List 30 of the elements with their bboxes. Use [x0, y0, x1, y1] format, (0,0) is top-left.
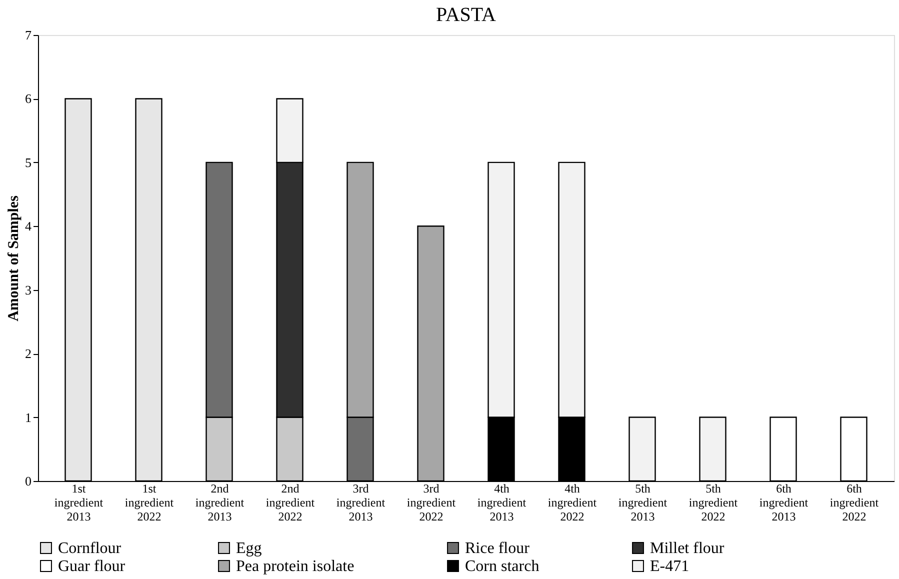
x-tick-label: 1st ingredient 2022 — [124, 482, 174, 524]
x-tick-label: 4th ingredient 2022 — [548, 482, 598, 524]
y-tick-label: 2 — [25, 346, 32, 362]
y-axis-title: Amount of Samples — [6, 195, 22, 322]
x-tick-label: 3rd ingredient 2013 — [336, 482, 386, 524]
y-tick-label: 5 — [25, 154, 32, 170]
x-tick-label: 1st ingredient 2013 — [54, 482, 104, 524]
y-tick-label: 4 — [25, 218, 32, 234]
x-tick-label: 6th ingredient 2013 — [759, 482, 809, 524]
y-tick-label: 7 — [25, 28, 32, 42]
legend-label: Millet flour — [650, 540, 725, 557]
y-tick-label: 0 — [25, 474, 32, 488]
x-tick-label: 3rd ingredient 2022 — [406, 482, 456, 524]
legend-label: Pea protein isolate — [236, 558, 354, 575]
chart-title: PASTA — [436, 4, 497, 26]
legend-label: E-471 — [650, 558, 690, 575]
legend-label: Guar flour — [58, 558, 126, 575]
y-tick-label: 3 — [25, 282, 32, 298]
x-tick-label: 6th ingredient 2022 — [830, 482, 880, 524]
legend-label: Cornflour — [58, 540, 122, 557]
legend-label: Rice flour — [465, 540, 530, 557]
legend-label: Corn starch — [465, 558, 540, 575]
legend-label: Egg — [236, 540, 262, 557]
x-tick-label: 2nd ingredient 2022 — [266, 482, 316, 524]
x-tick-label: 4th ingredient 2013 — [477, 482, 527, 524]
y-tick-label: 6 — [25, 91, 32, 106]
x-tick-label: 5th ingredient 2022 — [688, 482, 738, 524]
x-tick-label: 5th ingredient 2013 — [618, 482, 668, 524]
x-tick-label: 2nd ingredient 2013 — [195, 482, 245, 524]
y-tick-label: 1 — [25, 410, 32, 425]
